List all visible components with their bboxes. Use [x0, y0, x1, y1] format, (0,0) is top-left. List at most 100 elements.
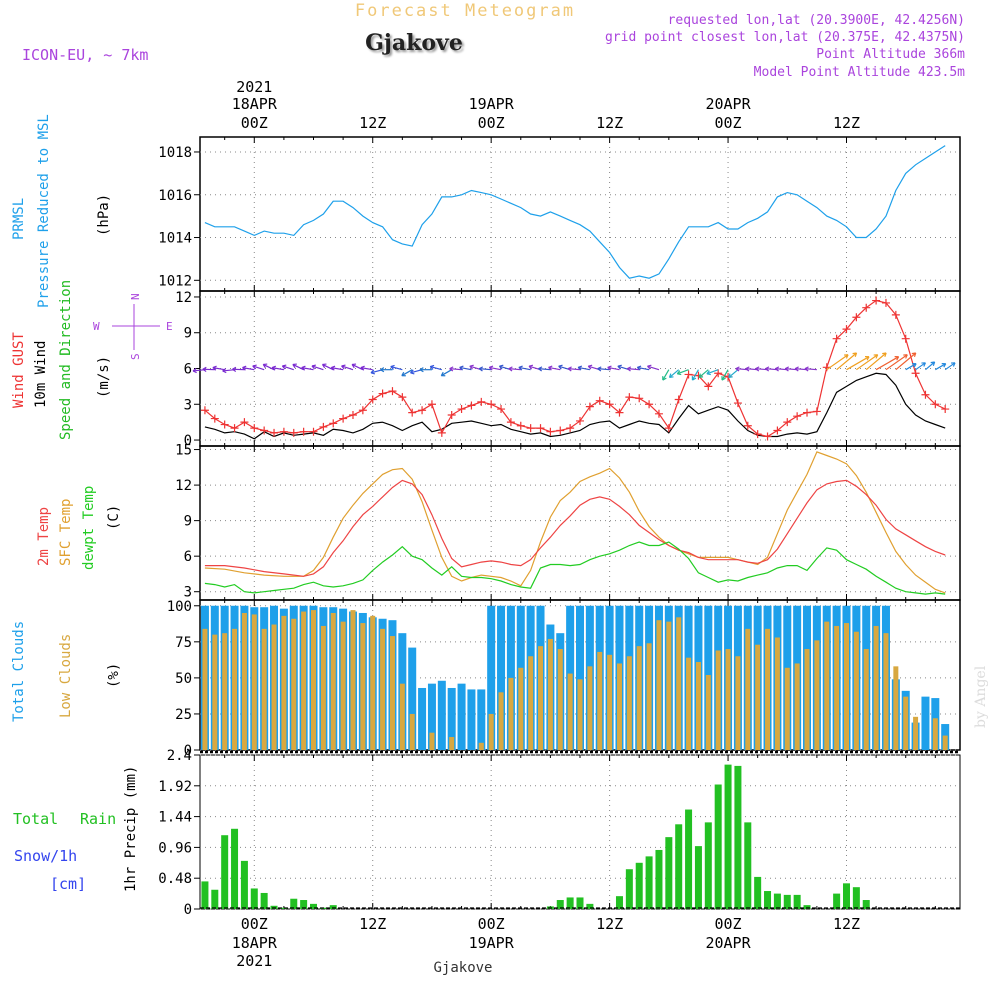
panel-wind: 0 3 6 9 12: [175, 290, 961, 449]
cloud-unit: (%): [106, 663, 122, 688]
wind-label-gust: Wind GUST: [11, 332, 27, 408]
direction-arrow-head: [558, 364, 563, 370]
gust-marker: [358, 406, 367, 415]
direction-arrow-head: [794, 366, 799, 372]
bar-precip: [201, 881, 209, 909]
pressure-label-msl: Pressure Reduced to MSL: [36, 114, 52, 308]
gust-marker: [812, 407, 821, 416]
direction-arrow: [518, 366, 531, 371]
bar-precip: [685, 809, 693, 909]
gust-marker: [733, 399, 742, 408]
bar-total-clouds: [487, 605, 496, 750]
ytick-label-wind: 3: [184, 397, 192, 413]
bar-precip: [635, 862, 643, 909]
direction-arrow-head: [440, 371, 446, 377]
ytick-label-wind: 9: [184, 326, 192, 342]
precip-unit: 1hr Precip (mm): [123, 766, 139, 892]
direction-arrow: [360, 367, 373, 371]
gust-marker: [289, 428, 298, 437]
direction-arrow-head: [262, 363, 268, 369]
direction-arrow-head: [587, 364, 593, 370]
series-sfc-temp: [204, 451, 946, 594]
direction-arrow: [538, 368, 551, 371]
bar-low-clouds: [765, 628, 771, 750]
model-label: ICON-EU, ~ 7km: [22, 46, 148, 64]
time-label-top: 12Z: [359, 114, 386, 132]
direction-arrow: [341, 365, 354, 371]
bar-low-clouds: [212, 634, 218, 750]
bar-precip: [665, 837, 673, 909]
direction-arrow: [785, 368, 798, 371]
bar-precip: [764, 891, 772, 909]
direction-arrow-head: [597, 366, 602, 372]
bar-precip: [714, 784, 722, 909]
direction-arrow-head: [212, 365, 217, 371]
bar-low-clouds: [222, 633, 228, 750]
temp-labels: 2m Temp SFC Temp dewpt Temp (C): [36, 486, 122, 570]
direction-arrow-head: [252, 364, 257, 370]
time-label-bottom: 00Z: [241, 915, 268, 933]
time-label-bottom: 20APR: [705, 934, 751, 952]
gust-marker: [645, 400, 654, 409]
gust-marker: [348, 411, 357, 419]
bar-precip: [842, 883, 850, 909]
ytick-label-precip: 2.4: [167, 748, 192, 764]
direction-arrow: [577, 366, 590, 371]
bar-precip: [329, 905, 337, 909]
direction-arrow: [875, 356, 899, 371]
direction-arrow: [804, 368, 817, 371]
direction-arrow-head: [321, 363, 327, 369]
precip-label-cm: [cm]: [50, 875, 86, 893]
bar-precip: [694, 846, 702, 909]
pressure-unit: (hPa): [96, 194, 112, 236]
direction-arrow: [826, 354, 849, 371]
bar-low-clouds: [409, 713, 415, 750]
ytick-label-clouds: 50: [175, 671, 192, 687]
direction-arrow: [351, 363, 364, 371]
model-altitude: Model Point Altitude 423.5m: [754, 65, 965, 80]
direction-arrow: [662, 369, 670, 381]
direction-arrow-head: [647, 364, 652, 370]
bar-low-clouds: [903, 696, 909, 750]
direction-arrow-head: [292, 363, 297, 369]
direction-arrow-head: [721, 376, 726, 381]
cloud-label-total: Total Clouds: [11, 621, 27, 722]
direction-arrow-head: [242, 365, 247, 371]
bar-low-clouds: [301, 611, 307, 750]
precip-label-total: Total: [13, 810, 58, 828]
gust-marker: [408, 408, 417, 417]
gust-marker: [556, 426, 565, 435]
direction-arrow-head: [930, 361, 936, 366]
cloud-labels: Total Clouds Low Clouds (%): [11, 621, 122, 722]
bar-low-clouds: [607, 654, 613, 750]
direction-arrow-head: [419, 367, 424, 373]
gust-marker: [832, 334, 841, 343]
bar-low-clouds: [774, 637, 780, 750]
direction-arrow: [944, 362, 956, 371]
direction-arrow-head: [745, 366, 750, 372]
direction-arrow-head: [478, 366, 484, 372]
direction-arrow: [242, 367, 255, 371]
ytick-label-precip: 0.48: [158, 871, 192, 887]
direction-arrow-head: [232, 366, 237, 372]
bar-low-clouds: [853, 631, 859, 750]
direction-arrow-head: [192, 368, 197, 374]
gust-marker: [635, 394, 644, 403]
bar-precip: [260, 892, 268, 909]
bar-total-clouds: [477, 689, 486, 750]
direction-arrow-head: [202, 366, 207, 372]
bar-low-clouds: [883, 633, 889, 750]
gust-marker: [763, 432, 772, 441]
bar-low-clouds: [942, 735, 948, 750]
direction-arrow: [271, 367, 285, 371]
ytick-label-precip: 0.96: [158, 840, 192, 856]
ytick-label-precip: 1.92: [158, 779, 192, 795]
direction-arrow-head: [912, 363, 917, 368]
bar-low-clouds: [498, 692, 504, 750]
direction-arrow-head: [865, 356, 870, 361]
direction-arrow: [597, 368, 610, 371]
bar-precip: [310, 903, 318, 909]
gust-marker: [418, 406, 427, 415]
direction-arrow-head: [538, 366, 543, 372]
bar-total-clouds: [576, 605, 584, 750]
